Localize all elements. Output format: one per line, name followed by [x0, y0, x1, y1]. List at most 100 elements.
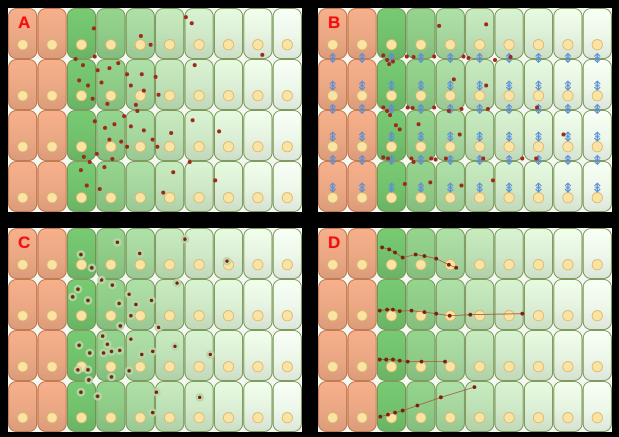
cell	[184, 279, 214, 330]
vesicle-core	[109, 375, 114, 379]
cell-nucleus	[591, 192, 603, 204]
cell-nucleus	[474, 412, 486, 424]
cell	[8, 381, 38, 432]
particle	[508, 54, 513, 59]
transporter-arrow-icon	[594, 80, 601, 91]
vesicle-core	[95, 394, 100, 398]
particle	[77, 78, 82, 83]
particle	[128, 124, 133, 129]
cell	[213, 161, 244, 212]
cell-nucleus	[444, 361, 456, 373]
trajectory-particle	[393, 250, 397, 255]
vesicle-core	[86, 368, 90, 372]
cell-nucleus	[503, 192, 515, 204]
cell-nucleus	[164, 192, 176, 204]
cell-nucleus	[415, 39, 427, 51]
cell	[272, 110, 302, 161]
particle	[107, 66, 112, 71]
cell-nucleus	[356, 192, 368, 204]
cell	[213, 59, 244, 110]
vesicle-halo	[131, 300, 141, 309]
vesicle-halo	[180, 234, 190, 244]
particle	[387, 62, 392, 67]
vesicle-core	[118, 348, 122, 353]
vesicle-halo	[195, 393, 204, 402]
cell-nucleus	[164, 141, 176, 153]
transporter-arrow-icon	[476, 182, 483, 193]
cell-nucleus	[503, 39, 515, 51]
particle-layer	[68, 234, 232, 417]
trajectory-particle	[380, 245, 384, 250]
particle	[390, 59, 395, 64]
cell	[8, 8, 38, 59]
cell-nucleus	[281, 259, 293, 271]
transporter-arrow-icon	[417, 131, 425, 142]
cell-grid	[318, 228, 612, 432]
cell-nucleus	[532, 90, 545, 102]
cell-nucleus	[252, 259, 264, 271]
trajectory-particle	[520, 311, 525, 316]
cell	[494, 228, 524, 279]
trajectory-particle	[434, 256, 439, 261]
particle	[433, 157, 438, 162]
cell-nucleus	[17, 259, 29, 271]
trajectory-particle	[397, 309, 402, 314]
cell	[184, 110, 214, 161]
cell-nucleus	[327, 39, 339, 51]
panel-a	[8, 8, 302, 212]
cell-nucleus	[46, 192, 58, 204]
vesicle-halo	[76, 250, 86, 259]
cell-nucleus	[134, 259, 146, 271]
particle	[217, 129, 222, 134]
particle	[385, 109, 390, 114]
cell-nucleus	[105, 259, 117, 271]
particle	[385, 58, 390, 63]
cell	[125, 59, 155, 110]
transporter-arrow-icon	[447, 131, 454, 142]
vesicle-halo	[74, 341, 84, 350]
cell	[37, 59, 67, 110]
cell-nucleus	[222, 361, 235, 373]
transporter-arrow-layer	[329, 52, 601, 193]
cell-nucleus	[385, 141, 398, 153]
cell-nucleus	[562, 310, 574, 322]
particle	[81, 154, 86, 159]
particle	[125, 144, 130, 149]
cell	[376, 381, 407, 432]
cell-nucleus	[415, 192, 427, 204]
cell-nucleus	[562, 361, 574, 373]
vesicle-halo	[83, 365, 93, 375]
particle	[192, 63, 197, 68]
vesicle-core	[118, 324, 123, 328]
vesicle-halo	[98, 331, 107, 341]
cell-nucleus	[503, 361, 515, 373]
transporter-arrow-icon	[476, 52, 483, 64]
vesicle-halo	[83, 296, 93, 305]
cell	[553, 279, 583, 330]
cell-nucleus	[46, 259, 58, 271]
transporter-arrow-icon	[358, 103, 366, 115]
particle	[481, 156, 486, 161]
particle	[122, 114, 127, 119]
trajectory-particle	[391, 307, 395, 312]
cell-nucleus	[193, 192, 205, 204]
cell	[155, 279, 185, 330]
particle	[260, 52, 265, 57]
cell-nucleus	[532, 412, 545, 424]
particle	[484, 83, 489, 88]
cell	[96, 8, 126, 59]
particle	[410, 105, 415, 110]
cell-nucleus	[252, 310, 264, 322]
cell-nucleus	[562, 39, 574, 51]
cell	[243, 381, 273, 432]
cell	[184, 228, 214, 279]
cell-nucleus	[327, 259, 339, 271]
cell-nucleus	[474, 259, 486, 271]
vesicle-halo	[103, 339, 112, 349]
cell-nucleus	[356, 259, 368, 271]
cell	[155, 8, 185, 59]
trajectory-particle	[393, 410, 397, 415]
cell-nucleus	[415, 90, 427, 102]
transporter-arrow-icon	[594, 154, 601, 166]
cell	[37, 8, 67, 59]
